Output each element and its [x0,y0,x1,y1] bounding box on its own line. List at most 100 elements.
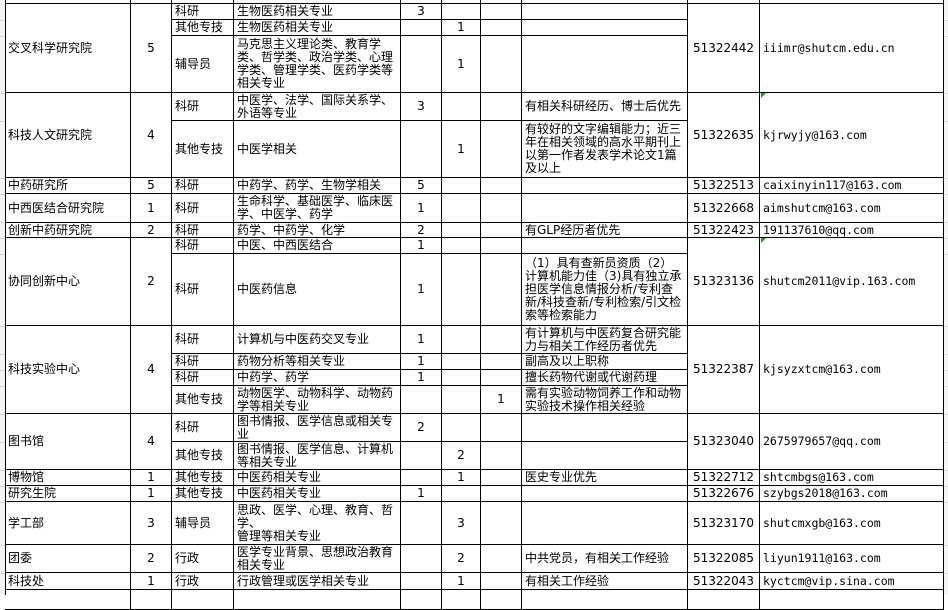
position-major[interactable]: 中医学相关 [234,121,401,178]
count-col-3[interactable] [481,354,522,370]
email-address[interactable]: aimshutcm@163.com [760,194,944,223]
position-requirement[interactable]: 有GLP经历者优先 [522,223,688,238]
position-category[interactable]: 辅导员 [172,502,234,545]
position-major[interactable]: 马克思主义理论类、教育学类、哲学类、政治学类、心理学类、管理学类、医药学类等相关… [234,36,401,93]
count-col-2[interactable] [442,223,481,238]
email-address[interactable]: szybgs2018@163.com [760,486,944,502]
position-category[interactable]: 其他专技 [172,386,234,414]
count-col-3[interactable] [481,254,522,326]
count-col-3[interactable]: 1 [481,386,522,414]
position-category[interactable]: 科研 [172,238,234,254]
phone-number[interactable]: 51322423 [688,223,760,238]
email-address[interactable]: iiimr@shutcm.edu.cn [760,4,944,93]
count-col-1[interactable]: 2 [401,223,442,238]
position-category[interactable]: 科研 [172,414,234,442]
email-address[interactable]: kjsyzxtcm@163.com [760,326,944,414]
position-major[interactable]: 生物医药相关专业 [234,4,401,20]
position-major[interactable]: 中医学、法学、国际关系学、外语等专业 [234,93,401,121]
count-col-2[interactable] [442,386,481,414]
position-major[interactable]: 中医药相关专业 [234,486,401,502]
count-col-2[interactable]: 1 [442,470,481,486]
count-col-1[interactable]: 1 [401,238,442,254]
count-col-3[interactable] [481,223,522,238]
position-major[interactable]: 中医药相关专业 [234,470,401,486]
position-major[interactable]: 生命科学、基础医学、临床医学、中医学、药学 [234,194,401,223]
phone-number[interactable]: 51322043 [688,573,760,590]
count-col-2[interactable] [442,370,481,386]
partial-row-cell[interactable] [760,590,944,610]
department-count[interactable]: 4 [131,93,172,178]
position-category[interactable]: 辅导员 [172,36,234,93]
position-requirement[interactable] [522,502,688,545]
position-requirement[interactable] [522,486,688,502]
count-col-1[interactable] [401,470,442,486]
count-col-2[interactable] [442,354,481,370]
phone-number[interactable]: 51322676 [688,486,760,502]
count-col-1[interactable] [401,20,442,36]
partial-row-dept[interactable] [5,0,131,4]
position-category[interactable]: 科研 [172,194,234,223]
department-name[interactable]: 创新中药研究院 [5,223,131,238]
position-category[interactable]: 科研 [172,354,234,370]
position-requirement[interactable] [522,238,688,254]
position-major[interactable]: 计算机与中医药交叉专业 [234,326,401,354]
department-count[interactable]: 2 [131,238,172,326]
count-col-3[interactable] [481,121,522,178]
count-col-1[interactable] [401,121,442,178]
partial-row-cell[interactable] [5,590,131,610]
count-col-2[interactable] [442,238,481,254]
position-requirement[interactable] [522,20,688,36]
count-col-1[interactable]: 5 [401,178,442,194]
email-address[interactable]: caixinyin117@163.com [760,178,944,194]
position-requirement[interactable] [522,442,688,470]
partial-row-major[interactable] [234,0,401,4]
department-count[interactable]: 5 [131,178,172,194]
position-category[interactable]: 科研 [172,254,234,326]
phone-number[interactable]: 51323136 [688,238,760,326]
position-major[interactable]: 中医、中西医结合 [234,238,401,254]
position-requirement[interactable] [522,194,688,223]
position-major[interactable]: 中医药信息 [234,254,401,326]
department-name[interactable]: 科技人文研究院 [5,93,131,178]
count-col-3[interactable] [481,414,522,442]
partial-row-cell[interactable] [688,590,760,610]
count-col-3[interactable] [481,4,522,20]
position-requirement[interactable] [522,4,688,20]
position-requirement[interactable] [522,178,688,194]
phone-number[interactable]: 51323040 [688,414,760,470]
position-major[interactable]: 中药学、药学、生物学相关 [234,178,401,194]
count-col-2[interactable] [442,93,481,121]
position-category[interactable]: 科研 [172,370,234,386]
department-count[interactable]: 2 [131,223,172,238]
count-col-3[interactable] [481,36,522,93]
position-requirement[interactable]: 医史专业优先 [522,470,688,486]
partial-row-cell[interactable] [481,590,522,610]
count-col-3[interactable] [481,545,522,573]
count-col-1[interactable]: 1 [401,354,442,370]
partial-row-cell[interactable] [401,0,442,4]
email-address[interactable]: kjrwyjy@163.com [760,93,944,178]
count-col-2[interactable] [442,178,481,194]
position-major[interactable]: 药物分析等相关专业 [234,354,401,370]
department-name[interactable]: 交叉科学研究院 [5,4,131,93]
position-category[interactable]: 其他专技 [172,486,234,502]
department-count[interactable]: 5 [131,4,172,93]
count-col-1[interactable]: 3 [401,4,442,20]
department-name[interactable]: 团委 [5,545,131,573]
department-count[interactable]: 4 [131,326,172,414]
count-col-2[interactable]: 1 [442,121,481,178]
count-col-1[interactable]: 1 [401,194,442,223]
partial-row-cell[interactable] [401,590,442,610]
count-col-1[interactable]: 1 [401,486,442,502]
phone-number[interactable]: 51322085 [688,545,760,573]
count-col-3[interactable] [481,470,522,486]
partial-row-cell[interactable] [442,590,481,610]
position-category[interactable]: 其他专技 [172,470,234,486]
phone-number[interactable]: 51322442 [688,4,760,93]
department-name[interactable]: 图书馆 [5,414,131,470]
count-col-1[interactable] [401,442,442,470]
position-requirement[interactable]: （1）具有查新员资质（2）计算机能力佳（3)具有独立承担医学信息情报分析/专利查… [522,254,688,326]
count-col-2[interactable]: 1 [442,573,481,590]
department-name[interactable]: 中药研究所 [5,178,131,194]
